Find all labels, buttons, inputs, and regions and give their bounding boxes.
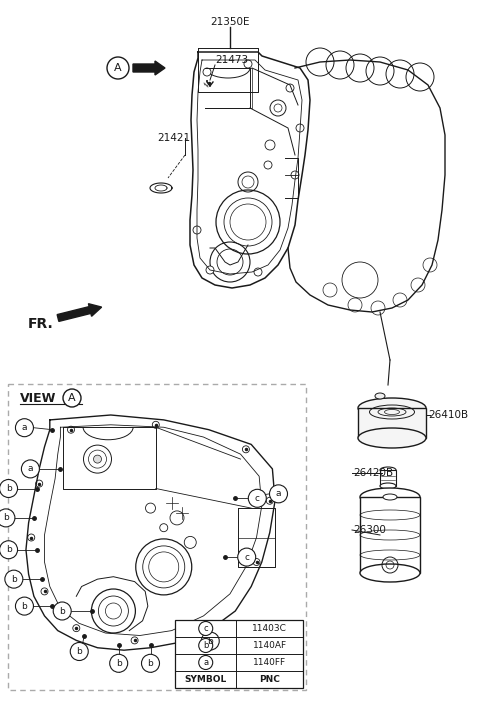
Ellipse shape: [383, 494, 397, 500]
Text: b: b: [207, 636, 213, 646]
Circle shape: [53, 602, 71, 620]
Circle shape: [199, 655, 213, 670]
Circle shape: [206, 266, 214, 274]
Ellipse shape: [360, 488, 420, 506]
Circle shape: [203, 68, 211, 76]
Circle shape: [242, 446, 250, 453]
Text: b: b: [6, 484, 12, 493]
Text: 26410B: 26410B: [428, 410, 468, 420]
Ellipse shape: [380, 467, 396, 473]
Circle shape: [193, 226, 201, 234]
Text: 26420B: 26420B: [353, 468, 393, 478]
Circle shape: [15, 419, 34, 436]
Text: b: b: [6, 546, 12, 554]
Circle shape: [5, 570, 23, 588]
Text: A: A: [114, 63, 122, 73]
Text: 21473: 21473: [215, 55, 248, 65]
Text: b: b: [22, 602, 27, 610]
Text: A: A: [68, 393, 76, 403]
Text: 1140FF: 1140FF: [253, 658, 286, 667]
Circle shape: [0, 479, 18, 498]
Circle shape: [36, 480, 43, 487]
Text: a: a: [276, 489, 281, 498]
Circle shape: [41, 588, 48, 595]
Bar: [358, 408, 426, 438]
Text: 21421: 21421: [157, 133, 190, 143]
Circle shape: [199, 639, 213, 653]
Text: b: b: [76, 647, 82, 656]
Circle shape: [70, 643, 88, 660]
Text: •: •: [205, 79, 209, 85]
Circle shape: [248, 489, 266, 508]
Text: VIEW: VIEW: [20, 391, 56, 405]
Text: b: b: [3, 513, 9, 522]
Text: c: c: [204, 624, 208, 633]
Ellipse shape: [380, 483, 396, 489]
Circle shape: [291, 171, 299, 179]
Circle shape: [22, 460, 39, 478]
Text: 26300: 26300: [353, 525, 386, 535]
Text: a: a: [28, 465, 33, 473]
Text: b: b: [11, 574, 17, 584]
Text: 1140AF: 1140AF: [252, 641, 287, 650]
Circle shape: [107, 57, 129, 79]
Text: 11403C: 11403C: [252, 624, 287, 633]
Circle shape: [0, 541, 18, 559]
Ellipse shape: [375, 393, 385, 399]
Circle shape: [94, 455, 101, 463]
Circle shape: [238, 548, 256, 566]
Ellipse shape: [358, 398, 426, 418]
Circle shape: [142, 654, 159, 672]
Bar: [8, 384, 306, 690]
Circle shape: [201, 632, 219, 650]
Circle shape: [296, 124, 304, 132]
Text: PNC: PNC: [259, 675, 280, 684]
Text: c: c: [255, 494, 260, 503]
Circle shape: [269, 485, 288, 503]
Bar: [175, 620, 303, 688]
Circle shape: [254, 268, 262, 276]
Circle shape: [131, 637, 138, 644]
FancyArrow shape: [133, 61, 165, 75]
Circle shape: [68, 426, 74, 433]
Ellipse shape: [358, 428, 426, 448]
Circle shape: [0, 509, 15, 527]
Circle shape: [266, 497, 273, 504]
Circle shape: [286, 84, 294, 92]
Text: b: b: [148, 659, 154, 668]
Text: 21350E: 21350E: [210, 17, 250, 27]
Circle shape: [205, 622, 212, 629]
Text: b: b: [60, 607, 65, 615]
Circle shape: [15, 597, 34, 615]
Circle shape: [244, 60, 252, 68]
Text: c: c: [244, 553, 249, 562]
Circle shape: [253, 558, 260, 565]
Text: a: a: [22, 423, 27, 432]
Text: FR.: FR.: [28, 317, 54, 331]
Circle shape: [110, 654, 128, 672]
FancyArrow shape: [57, 303, 102, 322]
Ellipse shape: [360, 564, 420, 582]
Circle shape: [28, 534, 35, 541]
Circle shape: [152, 421, 159, 428]
Text: SYMBOL: SYMBOL: [185, 675, 227, 684]
Text: b: b: [203, 641, 208, 650]
Bar: [360, 497, 420, 573]
Text: b: b: [116, 659, 121, 668]
Circle shape: [63, 389, 81, 407]
Text: a: a: [203, 658, 208, 667]
Circle shape: [199, 622, 213, 636]
Circle shape: [73, 624, 80, 631]
Bar: [380, 470, 396, 486]
